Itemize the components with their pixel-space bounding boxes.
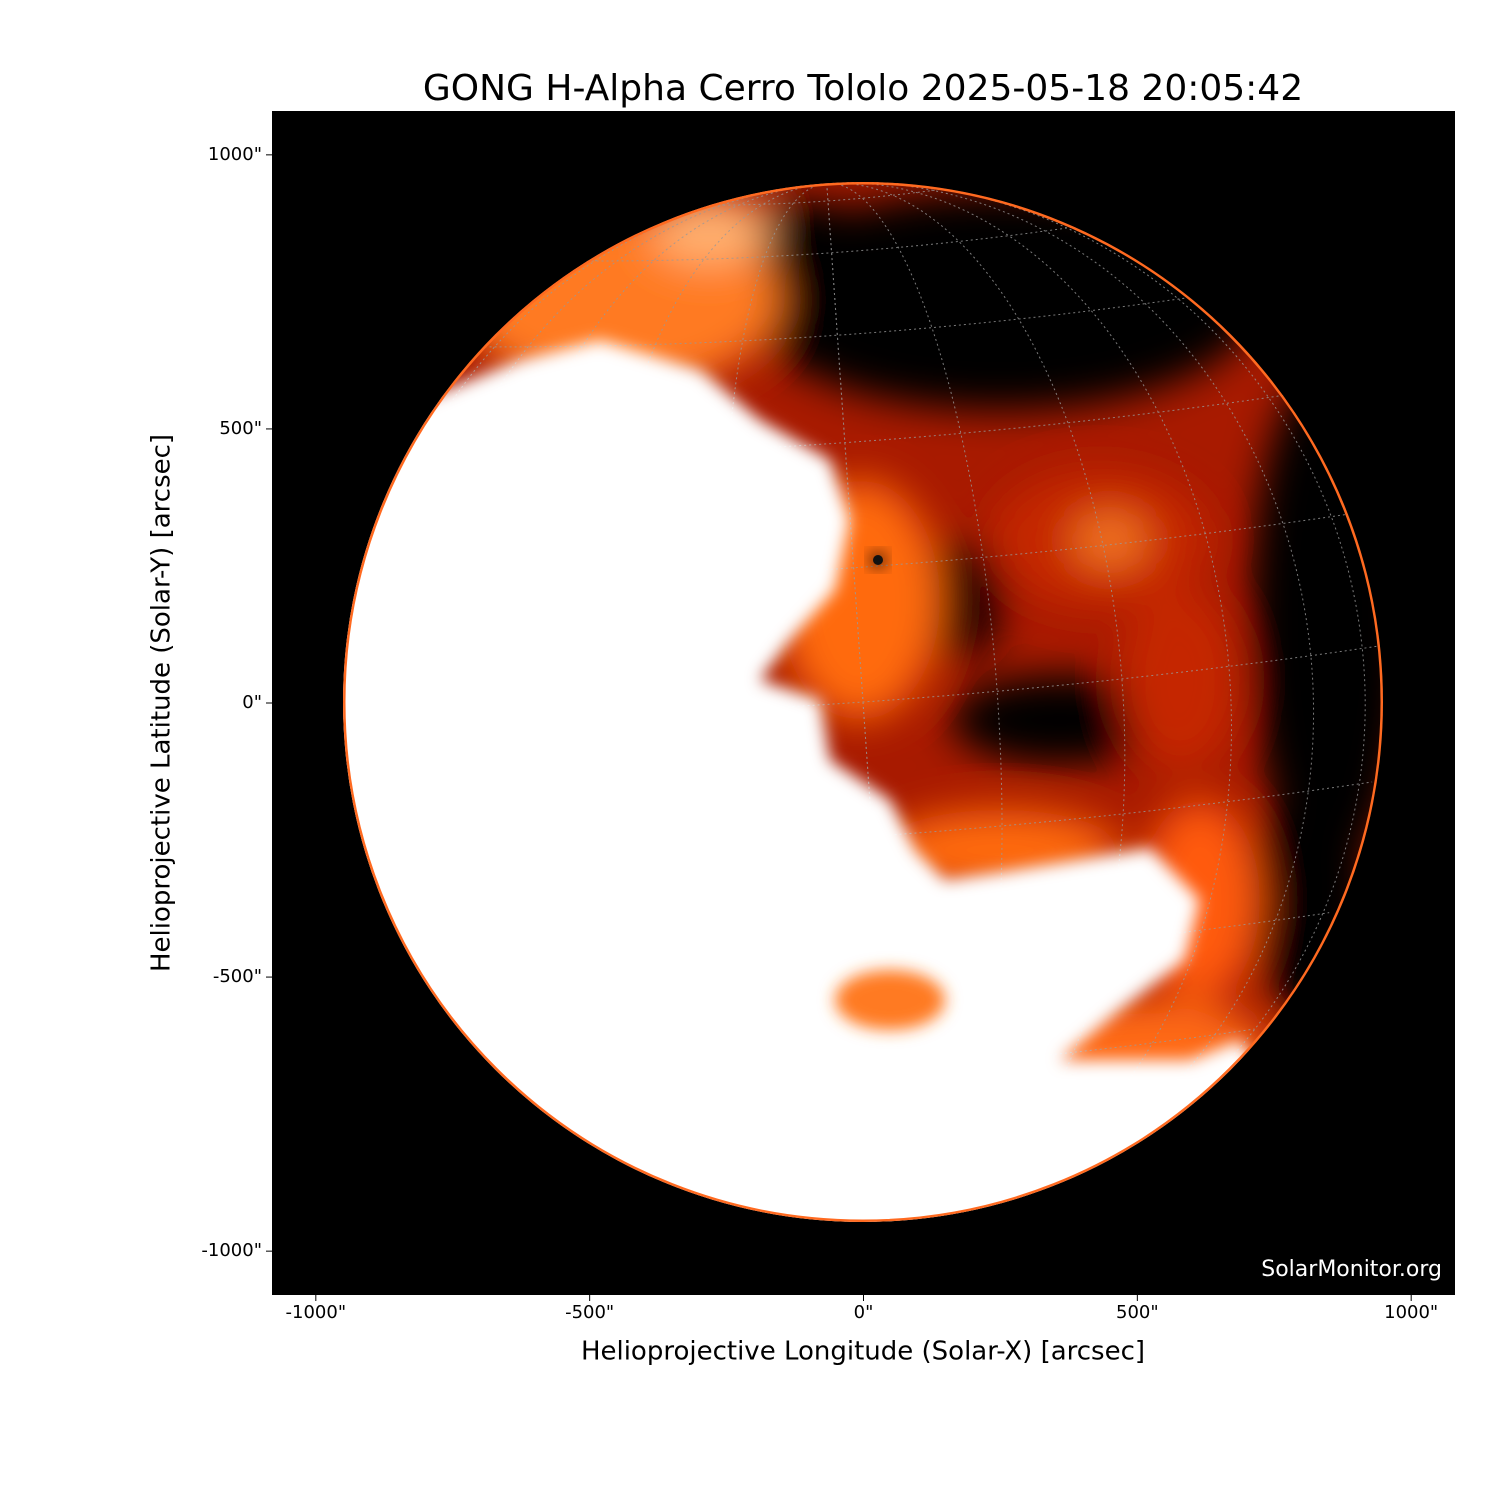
x-tick-label: -1000" — [286, 1302, 347, 1323]
parallel — [343, 645, 1381, 719]
y-tick-label: -500" — [213, 966, 262, 987]
x-tick-label: 500" — [1116, 1302, 1159, 1323]
y-tick-label: -1000" — [201, 1240, 262, 1261]
meridian — [360, 182, 900, 1222]
y-tick-label: 500" — [219, 418, 262, 439]
y-axis-label: Helioprojective Latitude (Solar-Y) [arcs… — [147, 434, 177, 972]
y-tick-label: 1000" — [208, 144, 262, 165]
y-tick-label: 0" — [242, 692, 262, 713]
meridian — [723, 182, 900, 1222]
parallel — [693, 185, 962, 206]
x-tick-label: 0" — [854, 1302, 874, 1323]
meridian — [826, 182, 1233, 1222]
x-tick-label: -500" — [565, 1302, 614, 1323]
x-tick-label: 1000" — [1384, 1302, 1438, 1323]
sun-disk — [343, 182, 1383, 1222]
meridian — [826, 182, 1366, 1222]
x-axis-label: Helioprojective Longitude (Solar-X) [arc… — [581, 1337, 1145, 1367]
meridian — [493, 182, 900, 1222]
chart-title: GONG H-Alpha Cerro Tololo 2025-05-18 20:… — [423, 68, 1303, 109]
watermark: SolarMonitor.org — [1261, 1257, 1442, 1282]
meridian — [826, 182, 1003, 1222]
parallel — [571, 224, 1091, 262]
